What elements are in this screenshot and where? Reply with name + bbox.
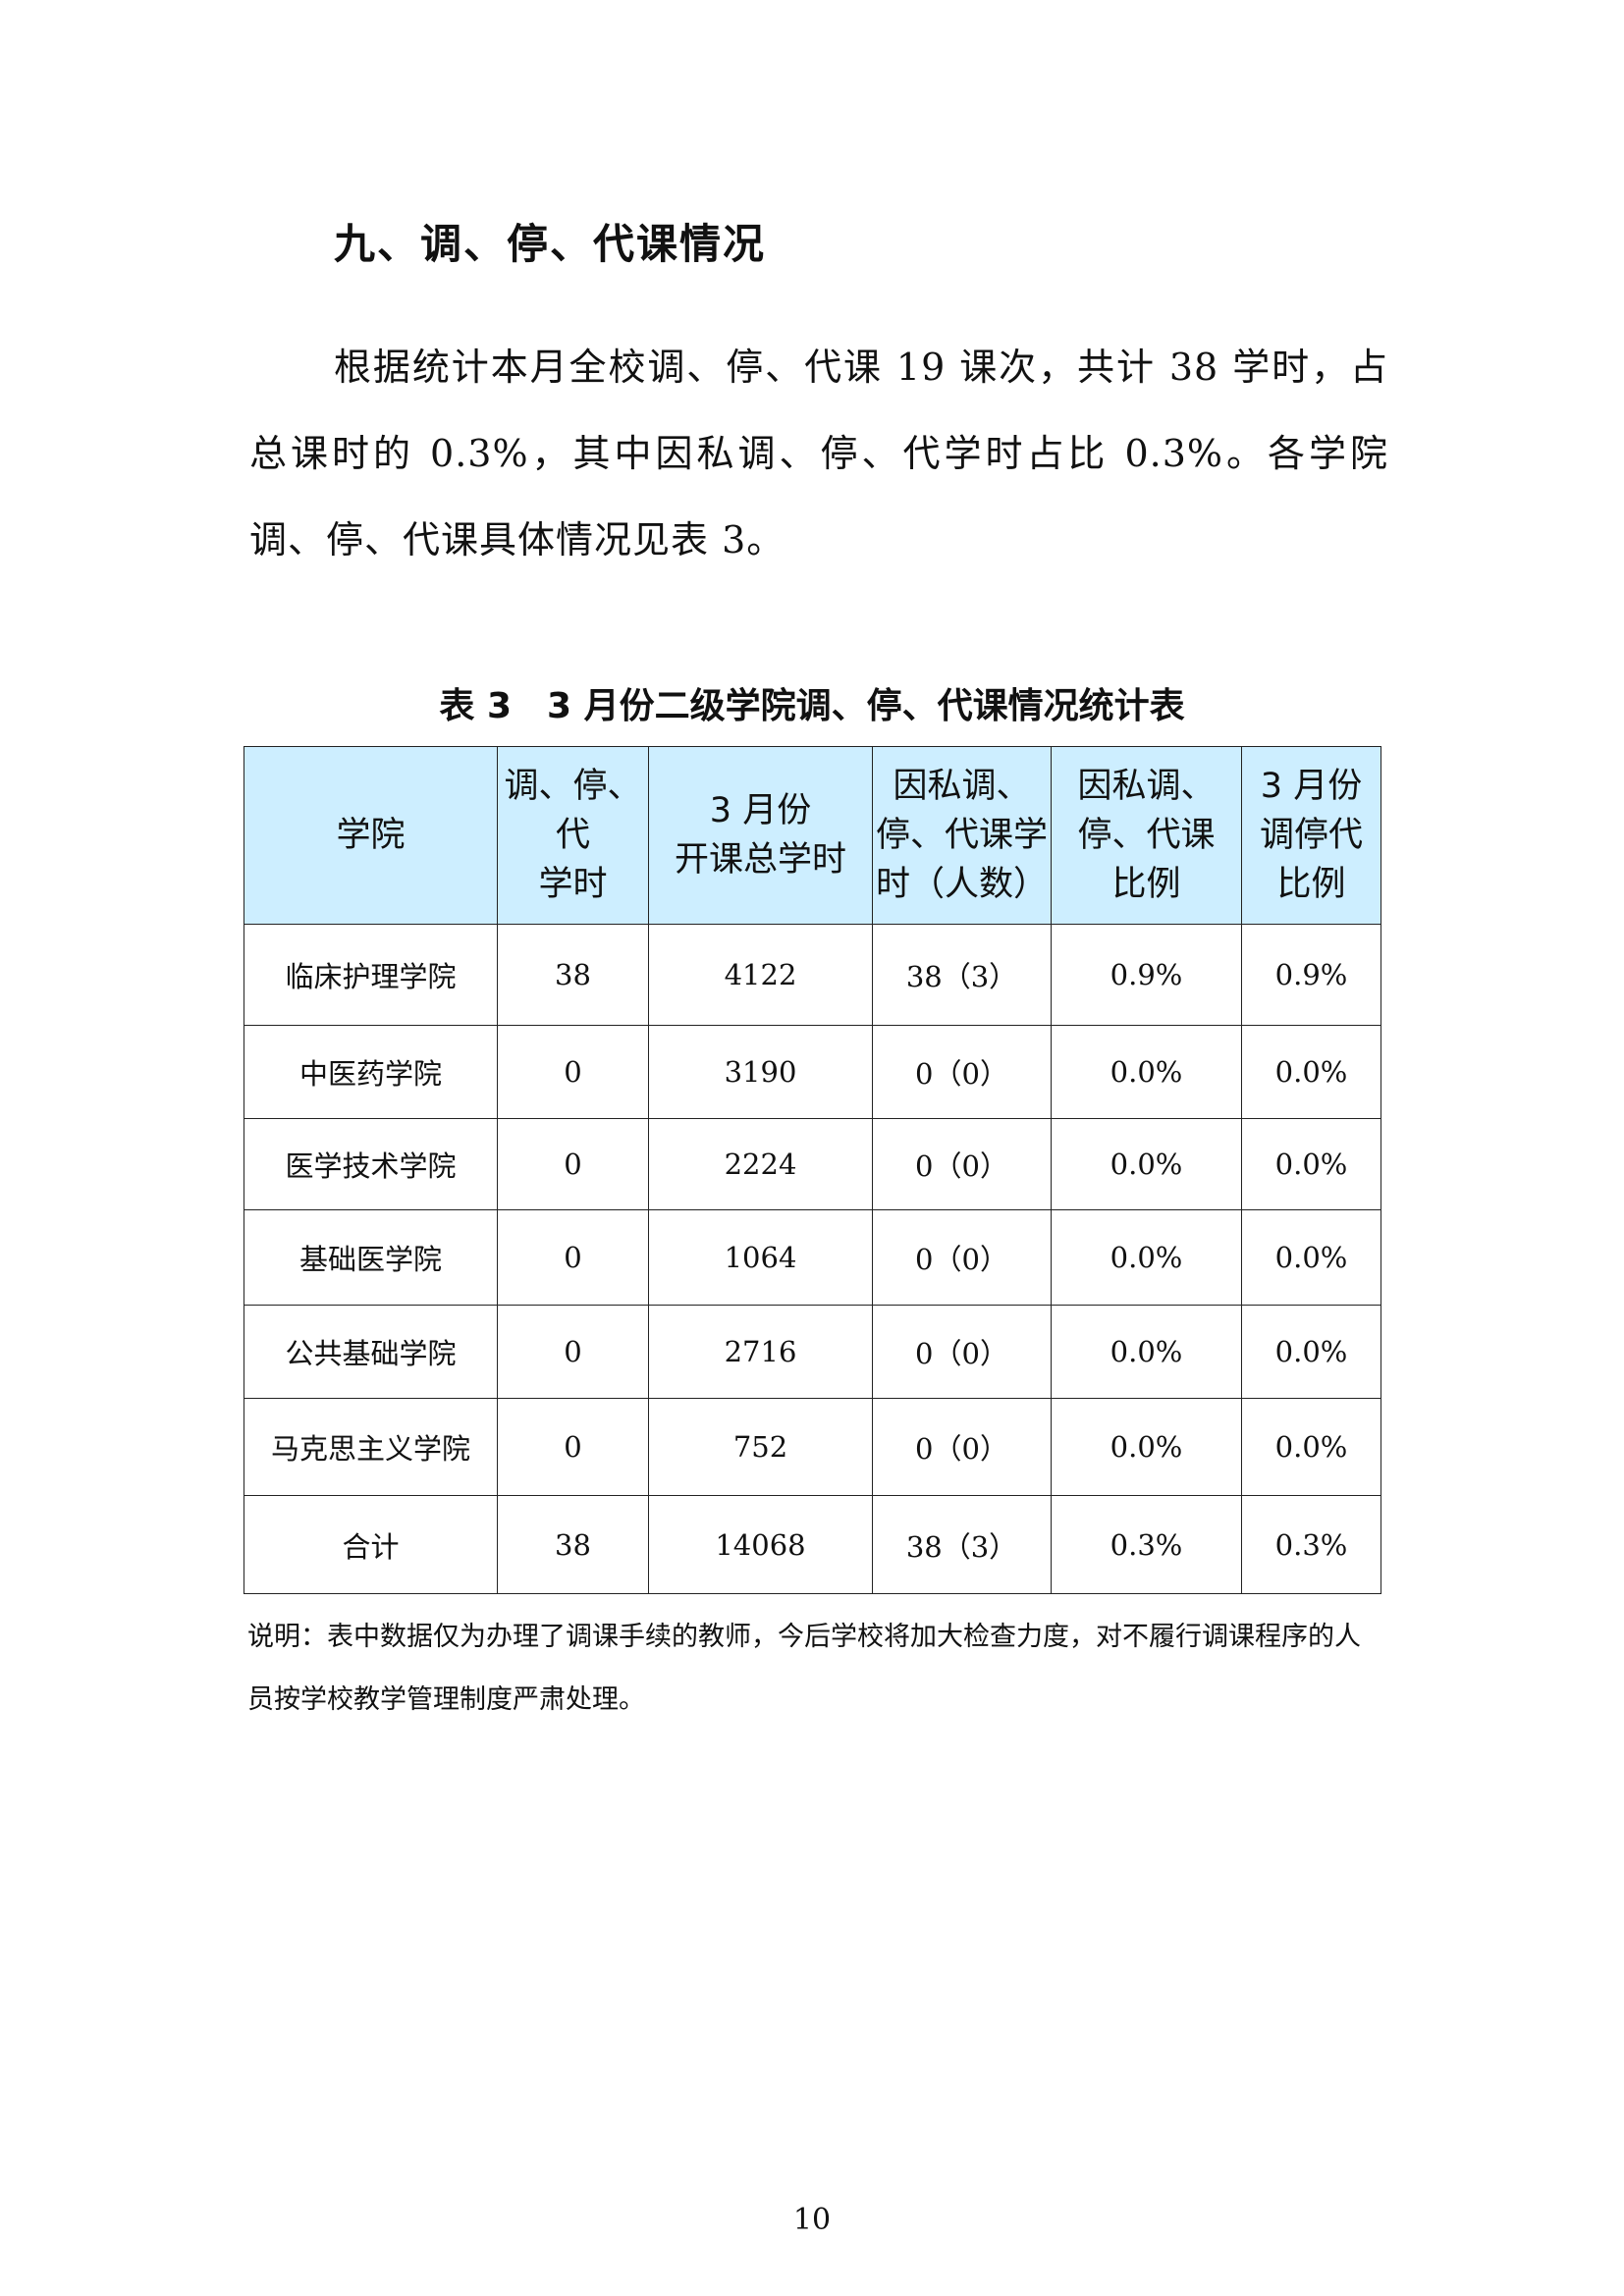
table-row: 基础医学院 0 1064 0（0） 0.0% 0.0%	[244, 1209, 1381, 1306]
table-cell: 0（0）	[872, 1025, 1052, 1119]
table-cell: 0（0）	[872, 1305, 1052, 1399]
table-cell: 38（3）	[872, 924, 1052, 1026]
table-note: 说明：表中数据仅为办理了调课手续的教师，今后学校将加大检查力度，对不履行调课程序…	[247, 1622, 1361, 1715]
table-cell: 0.3%	[1241, 1495, 1381, 1594]
column-header: 因私调、 停、代课学 时（人数）	[872, 746, 1052, 925]
table-cell: 0.3%	[1051, 1495, 1242, 1594]
table-cell: 2224	[648, 1118, 873, 1210]
table-cell: 马克思主义学院	[244, 1398, 498, 1496]
column-header: 调、停、 代 学时	[497, 746, 649, 925]
table-row: 医学技术学院 0 2224 0（0） 0.0% 0.0%	[244, 1118, 1381, 1210]
body-paragraph: 根据统计本月全校调、停、代课 19 课次，共计 38 学时，占总课时的 0.3%…	[249, 346, 1388, 561]
table-row: 中医药学院 0 3190 0（0） 0.0% 0.0%	[244, 1025, 1381, 1119]
column-header: 学院	[244, 746, 498, 925]
table-row: 公共基础学院 0 2716 0（0） 0.0% 0.0%	[244, 1305, 1381, 1399]
table-cell: 0.0%	[1051, 1209, 1242, 1306]
table-cell: 临床护理学院	[244, 924, 498, 1026]
table-cell: 0.0%	[1051, 1398, 1242, 1496]
table-cell: 中医药学院	[244, 1025, 498, 1119]
column-header: 因私调、 停、代课 比例	[1051, 746, 1242, 925]
table-cell: 4122	[648, 924, 873, 1026]
table-header-row: 学院 调、停、 代 学时 3 月份 开课总学时 因私调、 停、代课学 时（人数） 因私调…	[244, 746, 1381, 925]
table-cell: 0	[497, 1305, 649, 1399]
column-header: 3 月份 开课总学时	[648, 746, 873, 925]
table-cell: 0.0%	[1241, 1209, 1381, 1306]
table-cell: 0.0%	[1241, 1025, 1381, 1119]
table-cell: 14068	[648, 1495, 873, 1594]
table-cell: 0.0%	[1051, 1305, 1242, 1399]
table-cell: 基础医学院	[244, 1209, 498, 1306]
table-cell: 0	[497, 1398, 649, 1496]
table-cell: 0.9%	[1051, 924, 1242, 1026]
statistics-table: 学院 调、停、 代 学时 3 月份 开课总学时 因私调、 停、代课学 时（人数） 因私调…	[244, 746, 1381, 1594]
table-cell: 38	[497, 1495, 649, 1594]
table-cell: 公共基础学院	[244, 1305, 498, 1399]
table-cell: 0.0%	[1241, 1398, 1381, 1496]
table-cell: 3190	[648, 1025, 873, 1119]
table-cell: 0.9%	[1241, 924, 1381, 1026]
table-cell: 0.0%	[1241, 1118, 1381, 1210]
table-cell: 1064	[648, 1209, 873, 1306]
section-heading: 九、调、停、代课情况	[334, 220, 767, 268]
table-cell: 合计	[244, 1495, 498, 1594]
table-cell: 0（0）	[872, 1398, 1052, 1496]
table-cell: 38	[497, 924, 649, 1026]
table-cell: 752	[648, 1398, 873, 1496]
table-caption: 表 3 3 月份二级学院调、停、代课情况统计表	[439, 686, 1185, 726]
table-row: 临床护理学院 38 4122 38（3） 0.9% 0.9%	[244, 924, 1381, 1026]
table-row: 合计 38 14068 38（3） 0.3% 0.3%	[244, 1495, 1381, 1594]
page-number: 10	[792, 2203, 832, 2237]
column-header: 3 月份 调停代 比例	[1241, 746, 1381, 925]
table-cell: 0.0%	[1051, 1025, 1242, 1119]
table-cell: 0（0）	[872, 1209, 1052, 1306]
table-cell: 医学技术学院	[244, 1118, 498, 1210]
table-cell: 0	[497, 1025, 649, 1119]
table-row: 马克思主义学院 0 752 0（0） 0.0% 0.0%	[244, 1398, 1381, 1496]
table-cell: 0.0%	[1051, 1118, 1242, 1210]
table-cell: 2716	[648, 1305, 873, 1399]
table-cell: 0	[497, 1209, 649, 1306]
table-cell: 0	[497, 1118, 649, 1210]
table-cell: 38（3）	[872, 1495, 1052, 1594]
table-cell: 0.0%	[1241, 1305, 1381, 1399]
table-cell: 0（0）	[872, 1118, 1052, 1210]
